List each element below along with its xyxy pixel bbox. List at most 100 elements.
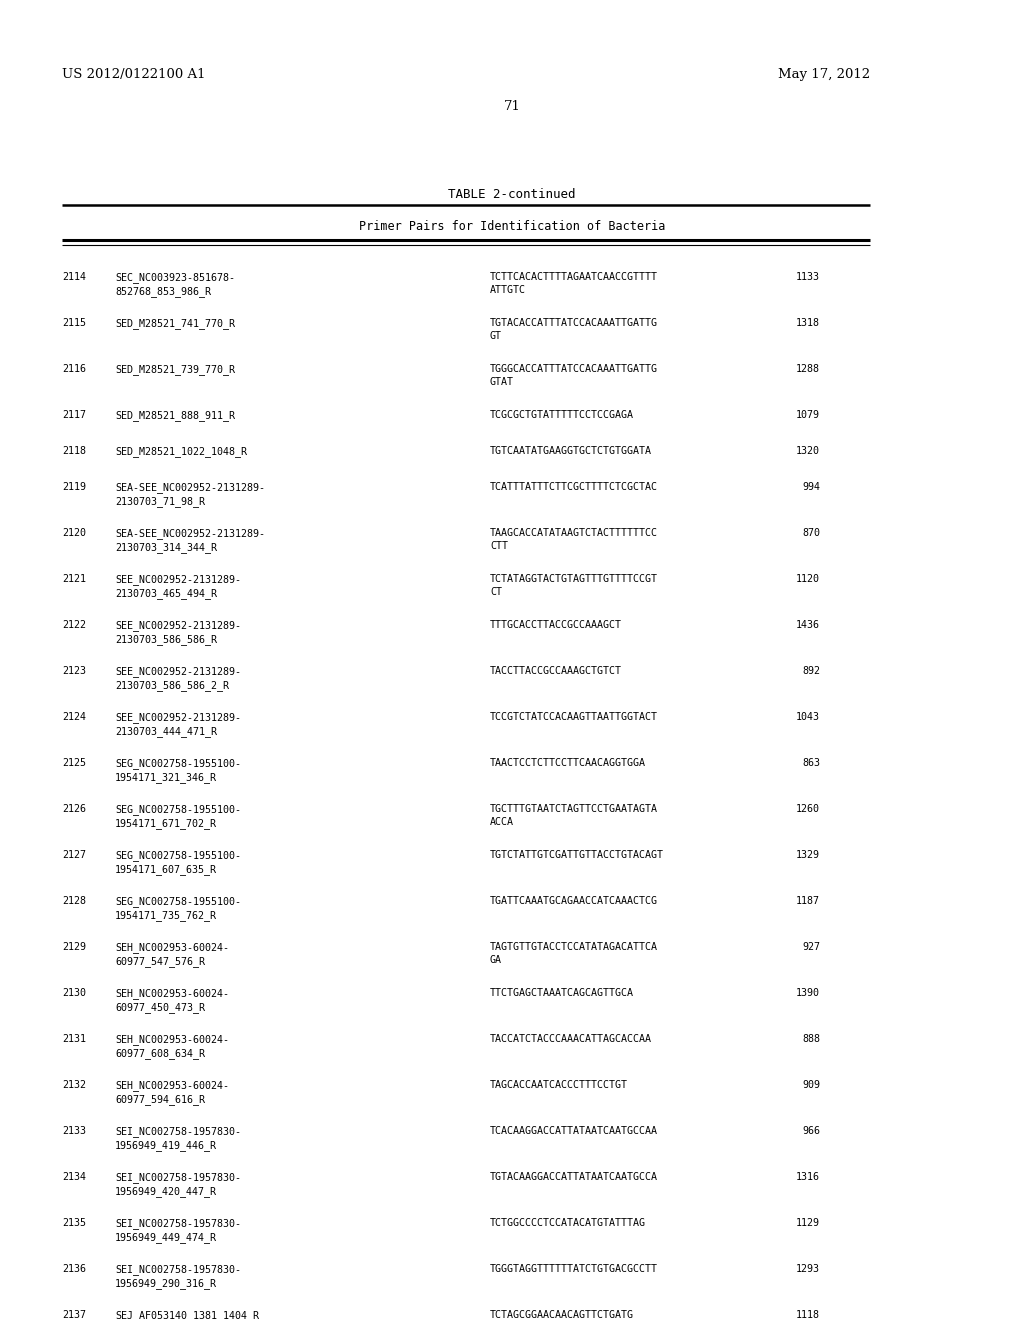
- Text: TGCTTTGTAATCTAGTTCCTGAATAGTA
ACCA: TGCTTTGTAATCTAGTTCCTGAATAGTA ACCA: [490, 804, 658, 828]
- Text: 2123: 2123: [62, 667, 86, 676]
- Text: TABLE 2-continued: TABLE 2-continued: [449, 187, 575, 201]
- Text: TCGCGCTGTATTTTTCCTCCGAGA: TCGCGCTGTATTTTTCCTCCGAGA: [490, 411, 634, 420]
- Text: TCTTCACACTTTTAGAATCAACCGTTTT
ATTGTC: TCTTCACACTTTTAGAATCAACCGTTTT ATTGTC: [490, 272, 658, 296]
- Text: SEJ_AF053140_1381_1404_R: SEJ_AF053140_1381_1404_R: [115, 1309, 259, 1320]
- Text: TCTGGCCCCTCCATACATGTATTTAG: TCTGGCCCCTCCATACATGTATTTAG: [490, 1218, 646, 1228]
- Text: 1329: 1329: [796, 850, 820, 861]
- Text: 870: 870: [802, 528, 820, 539]
- Text: SEI_NC002758-1957830-
1956949_449_474_R: SEI_NC002758-1957830- 1956949_449_474_R: [115, 1218, 241, 1243]
- Text: 927: 927: [802, 942, 820, 952]
- Text: 1436: 1436: [796, 620, 820, 630]
- Text: TAGCACCAATCACCCTTTCCTGT: TAGCACCAATCACCCTTTCCTGT: [490, 1080, 628, 1090]
- Text: SEH_NC002953-60024-
60977_594_616_R: SEH_NC002953-60024- 60977_594_616_R: [115, 1080, 229, 1105]
- Text: SEI_NC002758-1957830-
1956949_419_446_R: SEI_NC002758-1957830- 1956949_419_446_R: [115, 1126, 241, 1151]
- Text: 2137: 2137: [62, 1309, 86, 1320]
- Text: 1288: 1288: [796, 364, 820, 374]
- Text: 863: 863: [802, 758, 820, 768]
- Text: 2115: 2115: [62, 318, 86, 327]
- Text: 1120: 1120: [796, 574, 820, 583]
- Text: SEC_NC003923-851678-
852768_853_986_R: SEC_NC003923-851678- 852768_853_986_R: [115, 272, 234, 297]
- Text: TCTAGCGGAACAACAGTTCTGATG: TCTAGCGGAACAACAGTTCTGATG: [490, 1309, 634, 1320]
- Text: SEA-SEE_NC002952-2131289-
2130703_71_98_R: SEA-SEE_NC002952-2131289- 2130703_71_98_…: [115, 482, 265, 507]
- Text: 2133: 2133: [62, 1126, 86, 1137]
- Text: 2129: 2129: [62, 942, 86, 952]
- Text: SEI_NC002758-1957830-
1956949_290_316_R: SEI_NC002758-1957830- 1956949_290_316_R: [115, 1265, 241, 1290]
- Text: TGTACACCATTTATCCACAAATTGATTG
GT: TGTACACCATTTATCCACAAATTGATTG GT: [490, 318, 658, 341]
- Text: 2121: 2121: [62, 574, 86, 583]
- Text: TCCGTCTATCCACAAGTTAATTGGTACT: TCCGTCTATCCACAAGTTAATTGGTACT: [490, 711, 658, 722]
- Text: SEE_NC002952-2131289-
2130703_586_586_R: SEE_NC002952-2131289- 2130703_586_586_R: [115, 620, 241, 645]
- Text: 2116: 2116: [62, 364, 86, 374]
- Text: 1043: 1043: [796, 711, 820, 722]
- Text: 2124: 2124: [62, 711, 86, 722]
- Text: SEG_NC002758-1955100-
1954171_735_762_R: SEG_NC002758-1955100- 1954171_735_762_R: [115, 896, 241, 921]
- Text: 1133: 1133: [796, 272, 820, 282]
- Text: SEH_NC002953-60024-
60977_547_576_R: SEH_NC002953-60024- 60977_547_576_R: [115, 942, 229, 968]
- Text: 71: 71: [504, 100, 520, 114]
- Text: 966: 966: [802, 1126, 820, 1137]
- Text: 1079: 1079: [796, 411, 820, 420]
- Text: 909: 909: [802, 1080, 820, 1090]
- Text: TACCATCTACCCAAACATTAGCACCAA: TACCATCTACCCAAACATTAGCACCAA: [490, 1034, 652, 1044]
- Text: 1320: 1320: [796, 446, 820, 455]
- Text: SEE_NC002952-2131289-
2130703_586_586_2_R: SEE_NC002952-2131289- 2130703_586_586_2_…: [115, 667, 241, 690]
- Text: TAGTGTTGTACCTCCATATAGACATTCA
GA: TAGTGTTGTACCTCCATATAGACATTCA GA: [490, 942, 658, 965]
- Text: 2134: 2134: [62, 1172, 86, 1181]
- Text: 2131: 2131: [62, 1034, 86, 1044]
- Text: 892: 892: [802, 667, 820, 676]
- Text: TCATTTATTTCTTCGCTTTTCTCGCTAC: TCATTTATTTCTTCGCTTTTCTCGCTAC: [490, 482, 658, 492]
- Text: 2120: 2120: [62, 528, 86, 539]
- Text: 1293: 1293: [796, 1265, 820, 1274]
- Text: 1187: 1187: [796, 896, 820, 906]
- Text: SEG_NC002758-1955100-
1954171_321_346_R: SEG_NC002758-1955100- 1954171_321_346_R: [115, 758, 241, 783]
- Text: SEE_NC002952-2131289-
2130703_465_494_R: SEE_NC002952-2131289- 2130703_465_494_R: [115, 574, 241, 599]
- Text: SEE_NC002952-2131289-
2130703_444_471_R: SEE_NC002952-2131289- 2130703_444_471_R: [115, 711, 241, 737]
- Text: 1318: 1318: [796, 318, 820, 327]
- Text: 2119: 2119: [62, 482, 86, 492]
- Text: 2130: 2130: [62, 987, 86, 998]
- Text: 1390: 1390: [796, 987, 820, 998]
- Text: 2132: 2132: [62, 1080, 86, 1090]
- Text: SED_M28521_739_770_R: SED_M28521_739_770_R: [115, 364, 234, 375]
- Text: 2127: 2127: [62, 850, 86, 861]
- Text: TCTATAGGTACTGTAGTTTGTTTTCCGT
CT: TCTATAGGTACTGTAGTTTGTTTTCCGT CT: [490, 574, 658, 597]
- Text: TACCTTACCGCCAAAGCTGTCT: TACCTTACCGCCAAAGCTGTCT: [490, 667, 622, 676]
- Text: SEG_NC002758-1955100-
1954171_671_702_R: SEG_NC002758-1955100- 1954171_671_702_R: [115, 804, 241, 829]
- Text: SEA-SEE_NC002952-2131289-
2130703_314_344_R: SEA-SEE_NC002952-2131289- 2130703_314_34…: [115, 528, 265, 553]
- Text: 1316: 1316: [796, 1172, 820, 1181]
- Text: SED_M28521_888_911_R: SED_M28521_888_911_R: [115, 411, 234, 421]
- Text: SEG_NC002758-1955100-
1954171_607_635_R: SEG_NC002758-1955100- 1954171_607_635_R: [115, 850, 241, 875]
- Text: 2118: 2118: [62, 446, 86, 455]
- Text: TGTCTATTGTCGATTGTTACCTGTACAGT: TGTCTATTGTCGATTGTTACCTGTACAGT: [490, 850, 664, 861]
- Text: SEH_NC002953-60024-
60977_450_473_R: SEH_NC002953-60024- 60977_450_473_R: [115, 987, 229, 1012]
- Text: 2135: 2135: [62, 1218, 86, 1228]
- Text: 2128: 2128: [62, 896, 86, 906]
- Text: SEI_NC002758-1957830-
1956949_420_447_R: SEI_NC002758-1957830- 1956949_420_447_R: [115, 1172, 241, 1197]
- Text: US 2012/0122100 A1: US 2012/0122100 A1: [62, 69, 206, 81]
- Text: SED_M28521_1022_1048_R: SED_M28521_1022_1048_R: [115, 446, 247, 457]
- Text: 888: 888: [802, 1034, 820, 1044]
- Text: TTTGCACCTTACCGCCAAAGCT: TTTGCACCTTACCGCCAAAGCT: [490, 620, 622, 630]
- Text: TGTCAATATGAAGGTGCTCTGTGGATA: TGTCAATATGAAGGTGCTCTGTGGATA: [490, 446, 652, 455]
- Text: TGGGTAGGTTTTTTATCTGTGACGCCTT: TGGGTAGGTTTTTTATCTGTGACGCCTT: [490, 1265, 658, 1274]
- Text: TGGGCACCATTTATCCACAAATTGATTG
GTAT: TGGGCACCATTTATCCACAAATTGATTG GTAT: [490, 364, 658, 387]
- Text: 1129: 1129: [796, 1218, 820, 1228]
- Text: SED_M28521_741_770_R: SED_M28521_741_770_R: [115, 318, 234, 329]
- Text: 2125: 2125: [62, 758, 86, 768]
- Text: TGATTCAAATGCAGAACCATCAAACTCG: TGATTCAAATGCAGAACCATCAAACTCG: [490, 896, 658, 906]
- Text: 2117: 2117: [62, 411, 86, 420]
- Text: 1260: 1260: [796, 804, 820, 814]
- Text: 2114: 2114: [62, 272, 86, 282]
- Text: TGTACAAGGACCATTATAATCAATGCCA: TGTACAAGGACCATTATAATCAATGCCA: [490, 1172, 658, 1181]
- Text: 1118: 1118: [796, 1309, 820, 1320]
- Text: 994: 994: [802, 482, 820, 492]
- Text: TAACTCCTCTTCCTTCAACAGGTGGA: TAACTCCTCTTCCTTCAACAGGTGGA: [490, 758, 646, 768]
- Text: 2136: 2136: [62, 1265, 86, 1274]
- Text: TCACAAGGACCATTATAATCAATGCCAA: TCACAAGGACCATTATAATCAATGCCAA: [490, 1126, 658, 1137]
- Text: SEH_NC002953-60024-
60977_608_634_R: SEH_NC002953-60024- 60977_608_634_R: [115, 1034, 229, 1059]
- Text: Primer Pairs for Identification of Bacteria: Primer Pairs for Identification of Bacte…: [358, 220, 666, 234]
- Text: 2122: 2122: [62, 620, 86, 630]
- Text: TAAGCACCATATAAGTCTACTTTTTTCC
CTT: TAAGCACCATATAAGTCTACTTTTTTCC CTT: [490, 528, 658, 552]
- Text: May 17, 2012: May 17, 2012: [778, 69, 870, 81]
- Text: TTCTGAGCTAAATCAGCAGTTGCA: TTCTGAGCTAAATCAGCAGTTGCA: [490, 987, 634, 998]
